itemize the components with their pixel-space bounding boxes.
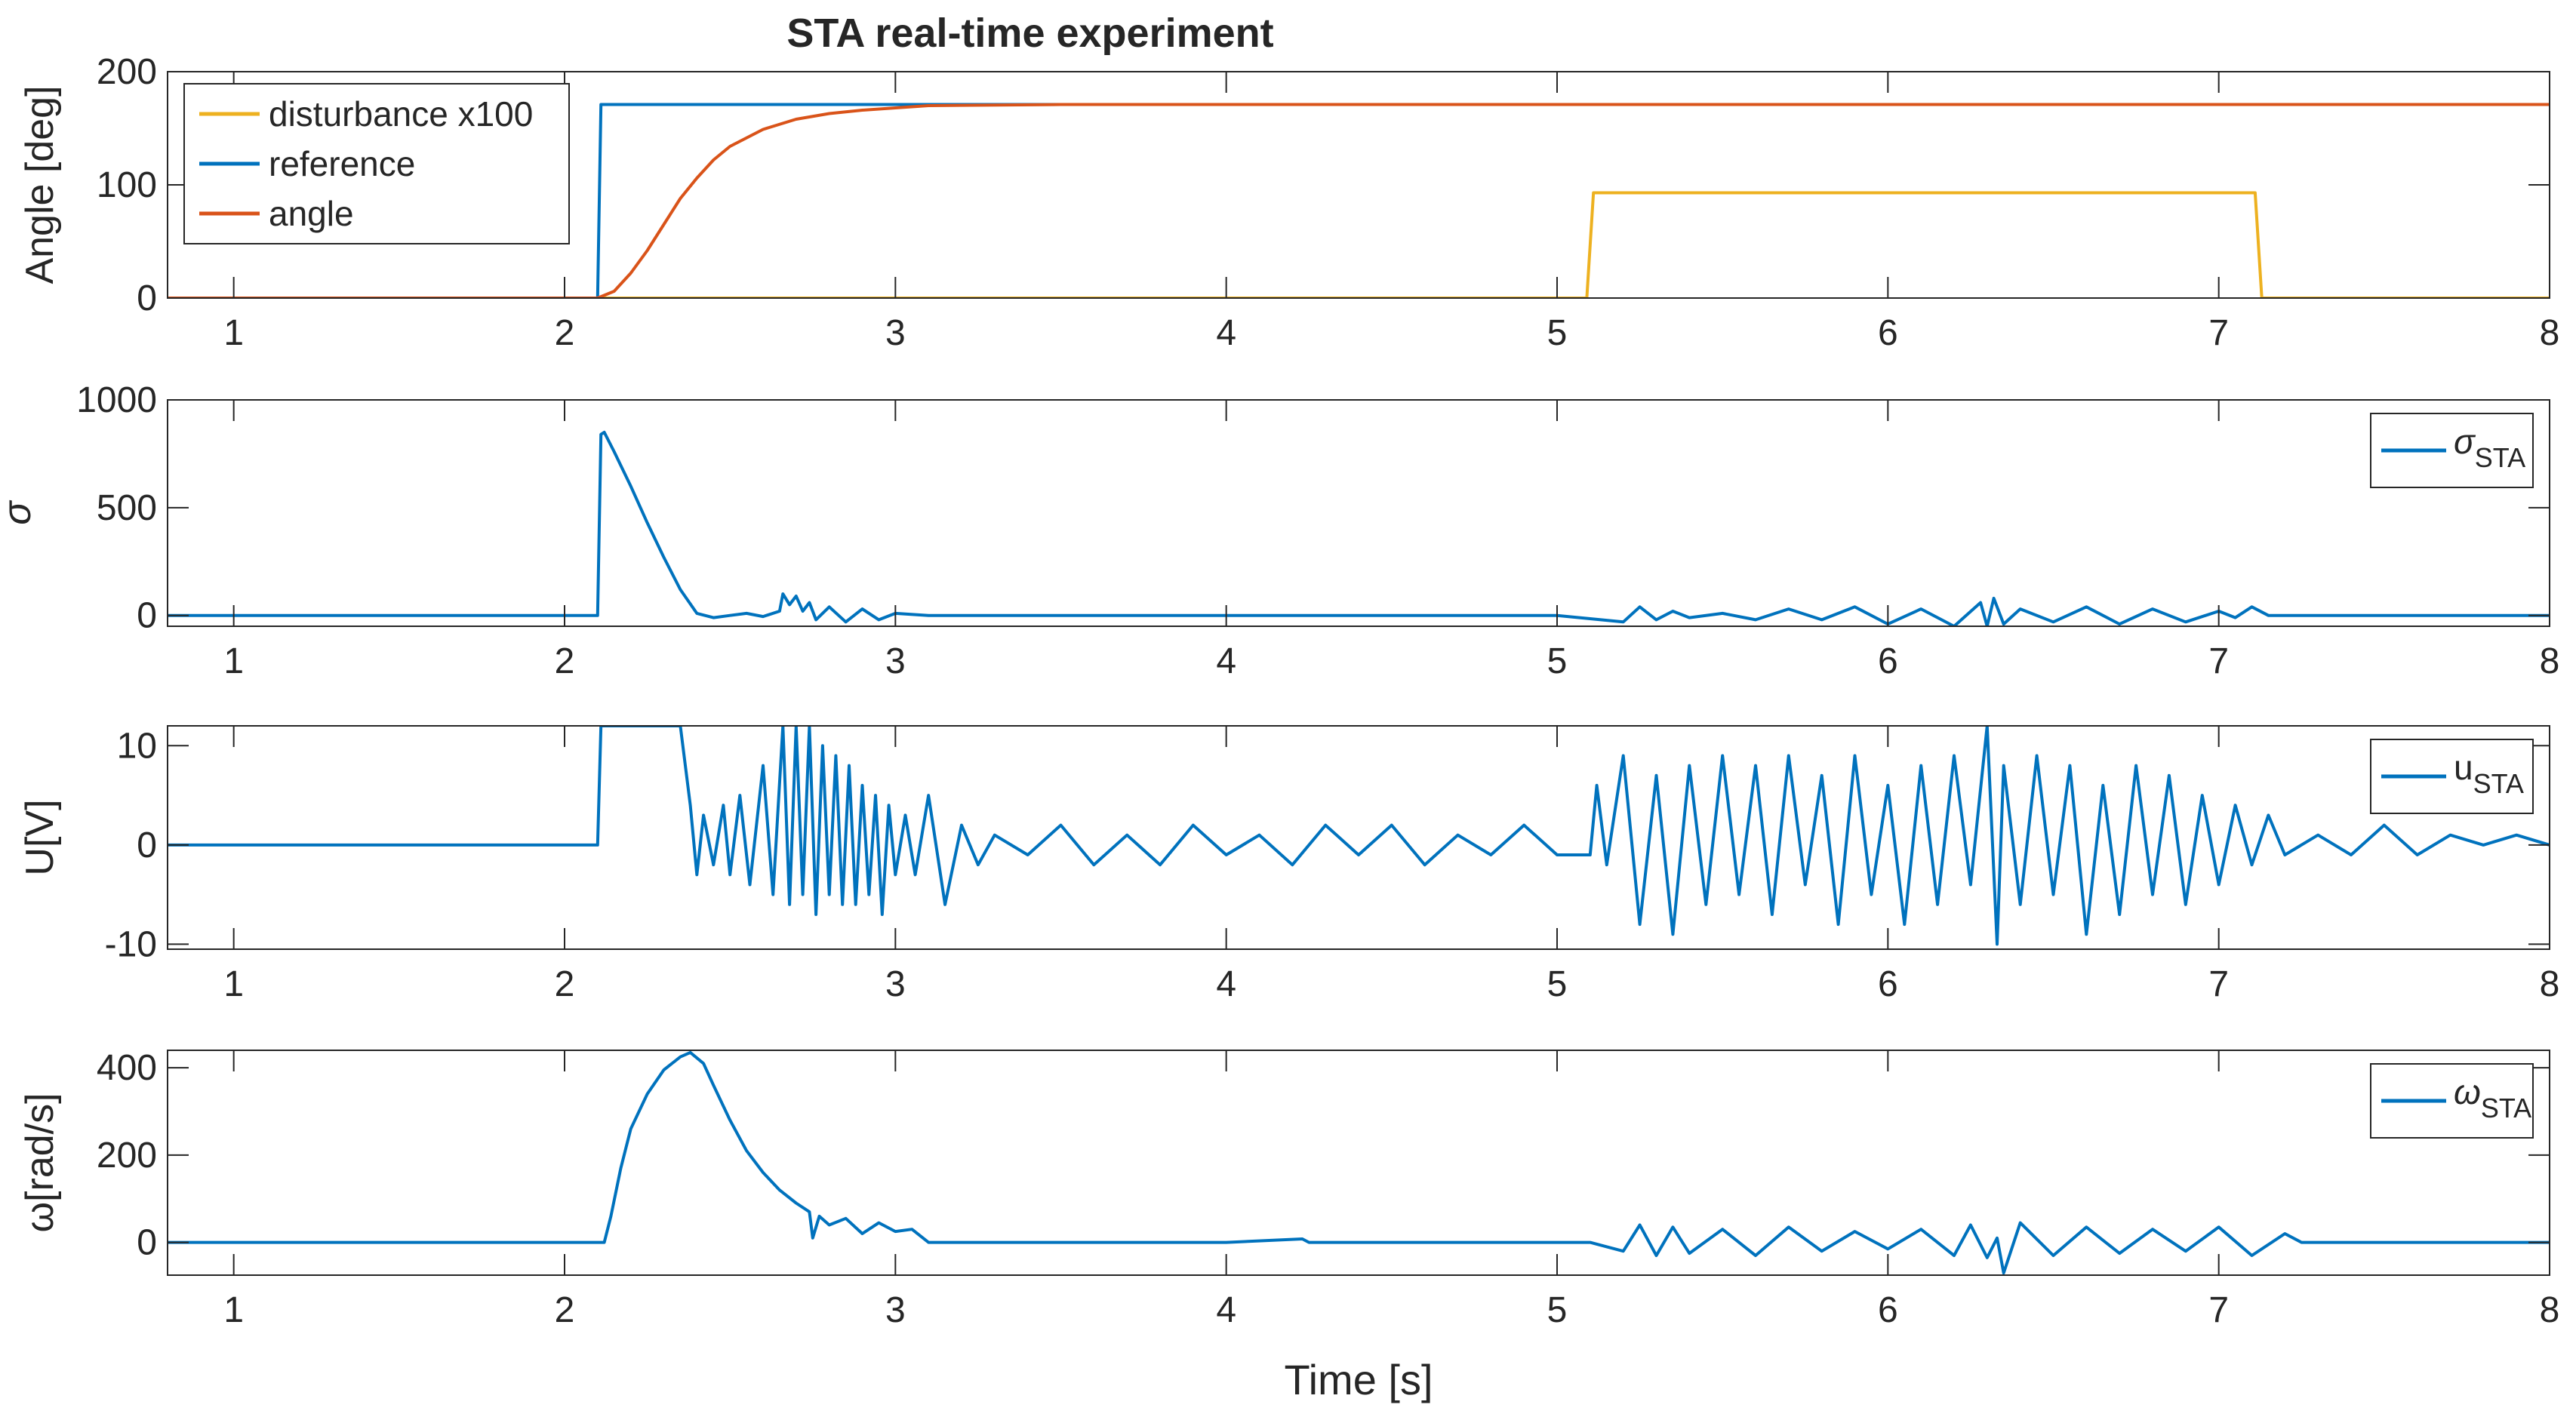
sigma-xtick-label-6: 7	[2208, 641, 2229, 681]
u-xtick-label-1: 2	[555, 964, 575, 1004]
sigma-xtick-label-4: 5	[1547, 641, 1568, 681]
angle-legend-label-1: reference	[269, 144, 415, 183]
omega-axes-box	[167, 1050, 2550, 1276]
u-panel: 1 2 3 4 5 6 7 8 -10 0 10 U[V] uSTA	[18, 725, 2560, 1004]
u-ylabel: U[V]	[18, 799, 62, 875]
omega-legend-label-0: ωSTA	[2454, 1072, 2531, 1123]
angle-ytick-label-2: 200	[97, 52, 157, 92]
angle-xtick-label-1: 2	[555, 313, 575, 353]
omega-xtick-label-3: 4	[1216, 1290, 1236, 1330]
sigma-panel: 1 2 3 4 5 6 7 8 0 500 1000 σ σSTA	[0, 380, 2559, 681]
sigma-ytick-label-1: 500	[97, 488, 157, 528]
u-ytick-label-0: -10	[105, 924, 157, 964]
omega-xtick-label-4: 5	[1547, 1290, 1568, 1330]
sigma-xtick-label-5: 6	[1878, 641, 1898, 681]
angle-xtick-label-4: 5	[1547, 313, 1568, 353]
u-axes-box	[167, 725, 2550, 950]
u-legend: uSTA	[2370, 739, 2534, 814]
angle-series-2-line	[168, 103, 2550, 298]
u-xtick-label-2: 3	[885, 964, 906, 1004]
omega-xtick-label-2: 3	[885, 1290, 906, 1330]
omega-xtick-label-5: 6	[1878, 1290, 1898, 1330]
sigma-axes-box	[167, 399, 2550, 627]
omega-ytick-label-0: 0	[137, 1223, 157, 1263]
sigma-xtick-label-1: 2	[555, 641, 575, 681]
omega-xtick-label-7: 8	[2540, 1290, 2560, 1330]
angle-xtick-label-5: 6	[1878, 313, 1898, 353]
omega-panel: 1 2 3 4 5 6 7 8 0 200 400 ω[rad/s] ωSTA	[18, 1048, 2559, 1330]
sigma-legend-label-0: σSTA	[2454, 422, 2525, 473]
angle-series-0-line	[168, 191, 2550, 298]
angle-xtick-label-3: 4	[1216, 313, 1236, 353]
x-axis-label: Time [s]	[1284, 1356, 1433, 1403]
sigma-ylabel: σ	[0, 500, 39, 525]
u-xtick-label-7: 8	[2540, 964, 2560, 1004]
u-ytick-label-2: 10	[117, 726, 157, 766]
figure-title: STA real-time experiment	[786, 11, 1273, 56]
sigma-xtick-label-7: 8	[2540, 641, 2560, 681]
u-xtick-label-4: 5	[1547, 964, 1568, 1004]
angle-ytick-label-1: 100	[97, 165, 157, 205]
omega-xtick-label-1: 2	[555, 1290, 575, 1330]
sigma-xtick-label-0: 1	[223, 641, 244, 681]
angle-xtick-label-6: 7	[2208, 313, 2229, 353]
omega-series-0-line	[168, 1050, 2550, 1275]
angle-legend: disturbance x100 reference angle	[183, 83, 570, 244]
angle-legend-label-2: angle	[269, 194, 354, 233]
u-ytick-label-1: 0	[137, 825, 157, 865]
u-xtick-label-3: 4	[1216, 964, 1236, 1004]
omega-ytick-label-2: 400	[97, 1048, 157, 1088]
omega-ylabel: ω[rad/s]	[18, 1093, 62, 1232]
angle-xtick-label-7: 8	[2540, 313, 2560, 353]
u-xtick-label-0: 1	[223, 964, 244, 1004]
u-legend-label-0: uSTA	[2454, 748, 2524, 799]
omega-xtick-label-0: 1	[223, 1290, 244, 1330]
u-xtick-label-6: 7	[2208, 964, 2229, 1004]
sigma-xtick-label-3: 4	[1216, 641, 1236, 681]
angle-xtick-label-0: 1	[223, 313, 244, 353]
angle-xtick-label-2: 3	[885, 313, 906, 353]
angle-legend-label-0: disturbance x100	[269, 94, 533, 134]
u-xtick-label-5: 6	[1878, 964, 1898, 1004]
omega-ytick-label-1: 200	[97, 1136, 157, 1176]
u-series-0-line	[168, 726, 2550, 946]
sigma-ytick-label-0: 0	[137, 596, 157, 636]
sigma-ytick-label-2: 1000	[76, 380, 157, 420]
angle-ylabel: Angle [deg]	[18, 85, 62, 284]
sigma-legend: σSTA	[2370, 413, 2534, 488]
angle-panel: 1 2 3 4 5 6 7 8 0 100 200 Angle [deg] disturbance …	[18, 52, 2559, 353]
sigma-xtick-label-2: 3	[885, 641, 906, 681]
omega-legend: ωSTA	[2370, 1063, 2534, 1139]
omega-xtick-label-6: 7	[2208, 1290, 2229, 1330]
angle-ytick-label-0: 0	[137, 278, 157, 318]
